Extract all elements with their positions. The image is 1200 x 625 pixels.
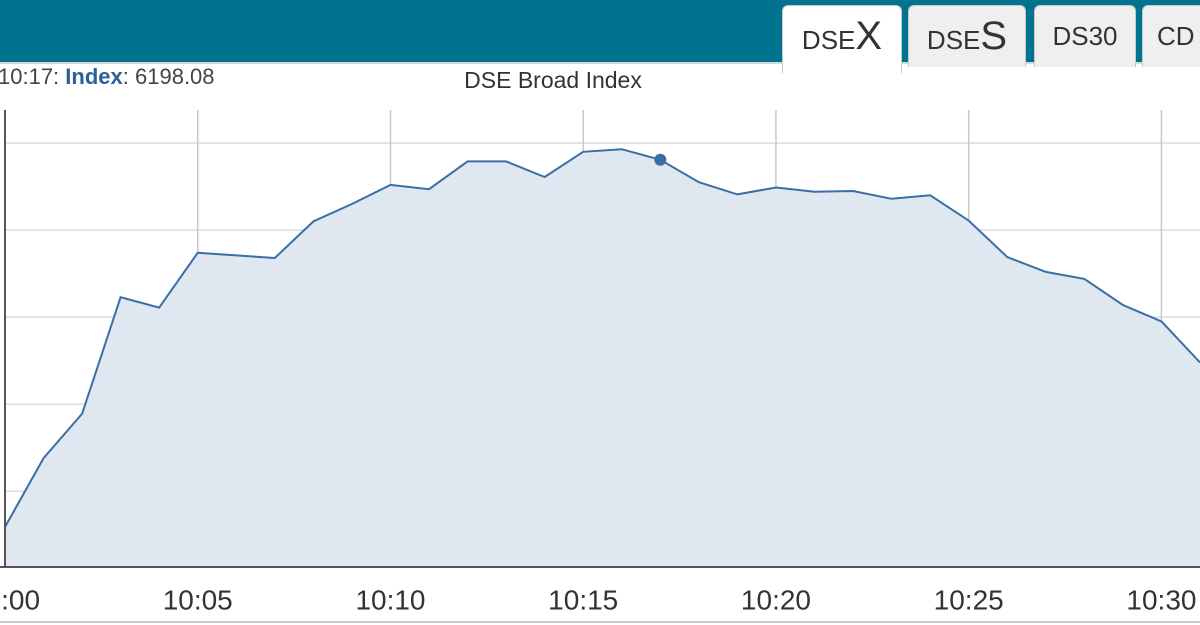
area-fill bbox=[5, 149, 1200, 567]
x-tick-label: 10:05 bbox=[163, 584, 233, 615]
x-tick-label: 10:30 bbox=[1126, 584, 1196, 615]
hover-time: 10:17: bbox=[0, 64, 60, 89]
hover-label: Index bbox=[65, 64, 123, 89]
tab[interactable]: DSES bbox=[908, 5, 1026, 67]
hover-marker bbox=[654, 153, 667, 166]
x-tick-label: 10:20 bbox=[741, 584, 811, 615]
tab-label-suffix: X bbox=[855, 14, 883, 58]
tab-label-suffix: S bbox=[980, 14, 1008, 58]
chart-title: DSE Broad Index bbox=[464, 67, 642, 93]
x-tick-label: 10:25 bbox=[934, 584, 1004, 615]
x-tick-label: 10:10 bbox=[355, 584, 425, 615]
header-divider bbox=[0, 62, 1200, 64]
hover-value: 6198.08 bbox=[135, 64, 215, 89]
hover-info: 10:17: Index: 6198.08 bbox=[0, 64, 215, 89]
tab-label: DSE bbox=[801, 25, 856, 55]
tab[interactable]: DSEX bbox=[782, 5, 902, 73]
tab-label: DS30 bbox=[1052, 21, 1118, 51]
x-tick-label: 10:15 bbox=[548, 584, 618, 615]
tab[interactable]: CD bbox=[1142, 5, 1200, 67]
tab-label: CD bbox=[1157, 21, 1195, 51]
line bbox=[4, 148, 1200, 528]
tab-label: DSE bbox=[926, 25, 981, 55]
tab[interactable]: DS30 bbox=[1034, 5, 1136, 67]
x-tick-label: 10:00 bbox=[0, 584, 40, 615]
